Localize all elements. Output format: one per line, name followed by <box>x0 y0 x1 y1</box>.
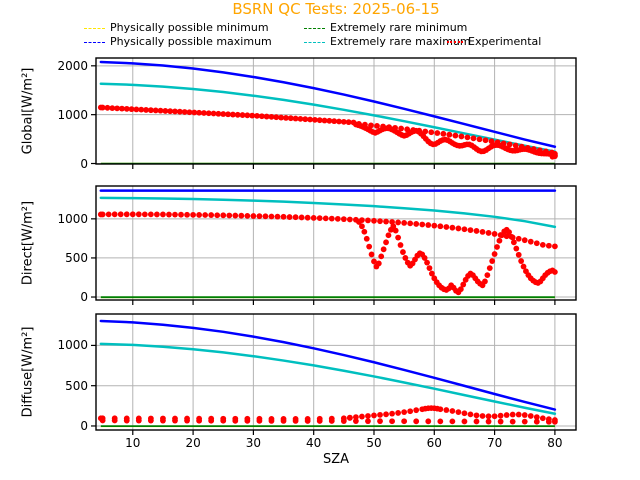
y-tick-label: 2000 <box>57 58 88 73</box>
x-tick-label: 20 <box>185 436 201 450</box>
legend-label: Experimental <box>468 35 542 48</box>
y-tick-label: 1000 <box>57 107 88 122</box>
y-axis-label-diffuse: Diffuse[W/m²] <box>20 326 36 418</box>
x-tick-label: 50 <box>366 436 382 450</box>
y-tick-label: 500 <box>65 378 88 393</box>
dashed-line-swatch-green <box>304 27 325 29</box>
legend-label: Physically possible maximum <box>110 35 272 48</box>
dashed-line-swatch-cyan <box>304 41 325 43</box>
y-tick-label: 0 <box>80 418 88 433</box>
legend-item-experimental: Experimental <box>447 36 541 48</box>
legend-label: Physically possible minimum <box>110 21 269 34</box>
x-tick-label: 60 <box>426 436 442 450</box>
y-tick-label: 1000 <box>57 338 88 353</box>
y-axis-label-direct: Direct[W/m²] <box>20 200 36 286</box>
legend-item-extremely-rare-minimum: Extremely rare minimum <box>304 22 467 34</box>
subplot-global <box>91 57 577 169</box>
x-tick-label: 30 <box>245 436 262 450</box>
legend-item-physically-possible-minimum: Physically possible minimum <box>84 22 269 34</box>
y-tick-label: 1000 <box>57 211 88 226</box>
chart-title: BSRN QC Tests: 2025-06-15 <box>232 0 440 18</box>
dashed-line-swatch-yellow <box>84 27 105 29</box>
y-tick-label: 0 <box>80 156 88 171</box>
legend-item-physically-possible-maximum: Physically possible maximum <box>84 36 272 48</box>
legend-label: Extremely rare minimum <box>330 21 468 34</box>
y-tick-label: 500 <box>65 250 88 265</box>
subplot-diffuse <box>91 313 577 435</box>
legend-item-extremely-rare-maximum: Extremely rare maximum <box>304 36 471 48</box>
x-tick-label: 40 <box>306 436 322 450</box>
legend-label: Extremely rare maximum <box>330 35 471 48</box>
dashed-line-swatch-blue <box>84 41 105 43</box>
x-tick-label: 80 <box>547 436 563 450</box>
x-axis-label: SZA <box>322 452 350 467</box>
dotted-line-swatch-red <box>447 41 463 43</box>
y-tick-label: 0 <box>80 290 88 305</box>
subplot-direct <box>91 185 577 305</box>
x-tick-label: 10 <box>125 436 141 450</box>
y-axis-label-global: Global[W/m²] <box>20 67 36 155</box>
x-tick-label: 70 <box>486 436 503 450</box>
